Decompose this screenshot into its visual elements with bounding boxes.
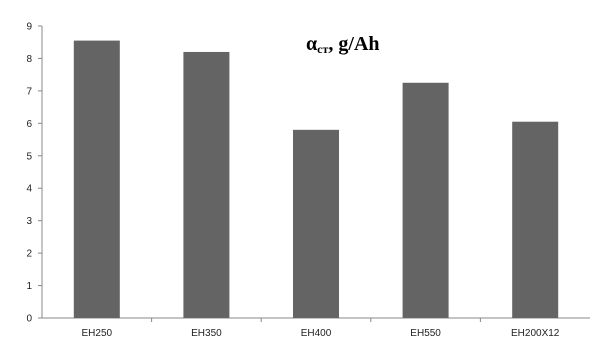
y-tick-label: 1 xyxy=(26,281,32,292)
x-tick-group: EH250 EH350 EH400 EH550 EH200X12 xyxy=(82,318,560,339)
y-tick-label: 7 xyxy=(26,86,32,97)
x-tick-label: EH400 xyxy=(301,328,332,339)
bar-eh550 xyxy=(402,82,449,319)
chart-title-tail: , g/Ah xyxy=(328,33,379,55)
y-tick-label: 5 xyxy=(26,151,32,162)
y-tick-label: 2 xyxy=(26,249,32,260)
y-tick-label: 9 xyxy=(26,22,32,33)
y-tick-label: 6 xyxy=(26,119,32,130)
y-tick-label: 8 xyxy=(26,54,32,65)
bar-eh350 xyxy=(183,51,230,318)
y-tick-label: 4 xyxy=(26,184,32,195)
bar-eh200x12 xyxy=(512,121,559,318)
x-tick-label: EH200X12 xyxy=(511,328,560,339)
y-tick-label: 3 xyxy=(26,216,32,227)
x-tick-label: EH350 xyxy=(191,328,222,339)
chart-title-subscript: ст xyxy=(317,42,328,56)
y-tick-group: 0 1 2 3 4 5 6 7 8 9 xyxy=(26,22,42,325)
bar-eh250 xyxy=(73,40,120,318)
chart-title-main: α xyxy=(306,33,317,55)
y-tick-label: 0 xyxy=(26,314,32,325)
bar-group xyxy=(73,40,559,319)
x-tick-label: EH550 xyxy=(410,328,441,339)
chart-title: αст, g/Ah xyxy=(306,33,380,56)
bar-eh400 xyxy=(293,129,339,318)
x-tick-label: EH250 xyxy=(82,328,113,339)
